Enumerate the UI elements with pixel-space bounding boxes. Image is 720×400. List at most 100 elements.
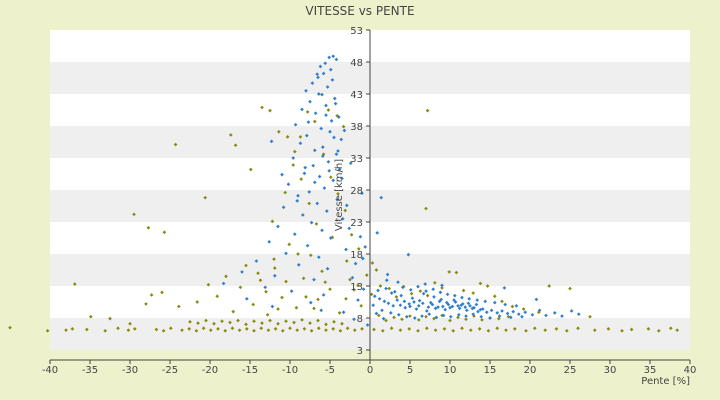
data-point bbox=[406, 252, 411, 257]
data-point bbox=[237, 328, 242, 332]
data-point bbox=[267, 240, 272, 244]
data-point bbox=[424, 206, 428, 211]
y-tick-label: 13 bbox=[350, 282, 363, 293]
data-point bbox=[303, 165, 308, 170]
data-point bbox=[317, 174, 322, 179]
data-point bbox=[392, 289, 397, 294]
data-point bbox=[292, 232, 297, 236]
data-point bbox=[503, 302, 508, 307]
data-point bbox=[452, 298, 456, 302]
data-point bbox=[320, 92, 324, 97]
data-point bbox=[466, 301, 471, 306]
data-point bbox=[431, 287, 436, 292]
data-point bbox=[265, 312, 270, 317]
data-point bbox=[456, 312, 461, 317]
data-point bbox=[276, 129, 281, 134]
data-point bbox=[332, 96, 337, 101]
data-point bbox=[318, 64, 323, 69]
data-point bbox=[352, 288, 356, 292]
data-point bbox=[254, 259, 259, 263]
data-point bbox=[395, 298, 400, 302]
data-point bbox=[459, 303, 464, 308]
data-point bbox=[329, 119, 334, 123]
data-point bbox=[441, 313, 446, 318]
data-point bbox=[324, 209, 329, 213]
data-point bbox=[238, 285, 243, 290]
data-point bbox=[258, 278, 263, 283]
data-point bbox=[344, 259, 349, 263]
data-point bbox=[252, 319, 256, 324]
data-point bbox=[412, 316, 417, 320]
data-point bbox=[398, 328, 403, 332]
data-point bbox=[335, 197, 340, 202]
y-tick-label: 8 bbox=[357, 314, 363, 325]
data-point bbox=[442, 327, 447, 331]
data-point bbox=[316, 75, 320, 80]
data-point bbox=[144, 302, 148, 306]
data-point bbox=[316, 326, 321, 331]
data-point bbox=[486, 328, 491, 333]
data-point bbox=[320, 154, 325, 158]
data-point bbox=[316, 92, 321, 96]
data-point bbox=[512, 327, 517, 331]
data-point bbox=[675, 328, 680, 332]
data-point bbox=[296, 193, 300, 198]
x-tick-label: -20 bbox=[202, 365, 218, 376]
data-point bbox=[356, 298, 360, 302]
data-point bbox=[516, 312, 521, 316]
data-point bbox=[312, 180, 317, 185]
data-point bbox=[328, 236, 333, 240]
data-point bbox=[451, 328, 456, 333]
data-point bbox=[374, 311, 379, 316]
data-point bbox=[296, 252, 300, 256]
data-point bbox=[477, 327, 482, 331]
data-point bbox=[176, 304, 181, 309]
data-point bbox=[284, 279, 288, 284]
data-point bbox=[284, 319, 288, 324]
data-point bbox=[306, 120, 311, 124]
data-point bbox=[476, 309, 480, 314]
data-point bbox=[359, 304, 364, 308]
data-point bbox=[592, 328, 597, 332]
data-point bbox=[444, 300, 449, 305]
data-point bbox=[396, 312, 401, 317]
data-point bbox=[391, 304, 396, 308]
data-point bbox=[379, 195, 384, 200]
data-point bbox=[316, 255, 321, 260]
data-point bbox=[521, 307, 526, 311]
data-point bbox=[251, 302, 256, 307]
data-point bbox=[260, 321, 264, 325]
data-point bbox=[365, 323, 370, 327]
data-point bbox=[280, 295, 284, 300]
data-point bbox=[376, 288, 380, 293]
data-point bbox=[194, 328, 199, 333]
data-point bbox=[372, 327, 376, 332]
data-point bbox=[510, 304, 515, 309]
data-point bbox=[201, 326, 206, 331]
data-point bbox=[464, 308, 469, 313]
data-point bbox=[387, 286, 392, 291]
data-point bbox=[302, 171, 307, 176]
data-point bbox=[292, 320, 296, 325]
data-point bbox=[259, 326, 264, 331]
data-point bbox=[321, 71, 326, 76]
data-point bbox=[588, 314, 592, 319]
data-point bbox=[425, 108, 430, 113]
data-point bbox=[384, 286, 388, 291]
data-point bbox=[223, 328, 228, 333]
data-point bbox=[426, 305, 431, 309]
data-point bbox=[291, 156, 296, 160]
data-point bbox=[399, 293, 404, 298]
x-tick-label: 20 bbox=[524, 365, 537, 376]
data-point bbox=[324, 328, 328, 332]
data-point bbox=[360, 256, 365, 261]
data-point bbox=[440, 304, 445, 309]
data-point bbox=[340, 176, 344, 181]
data-point bbox=[403, 305, 408, 310]
data-point bbox=[492, 300, 497, 305]
data-point bbox=[64, 328, 68, 332]
data-point bbox=[244, 322, 248, 327]
data-point bbox=[320, 228, 324, 233]
data-point bbox=[325, 266, 330, 271]
data-point bbox=[432, 295, 436, 299]
